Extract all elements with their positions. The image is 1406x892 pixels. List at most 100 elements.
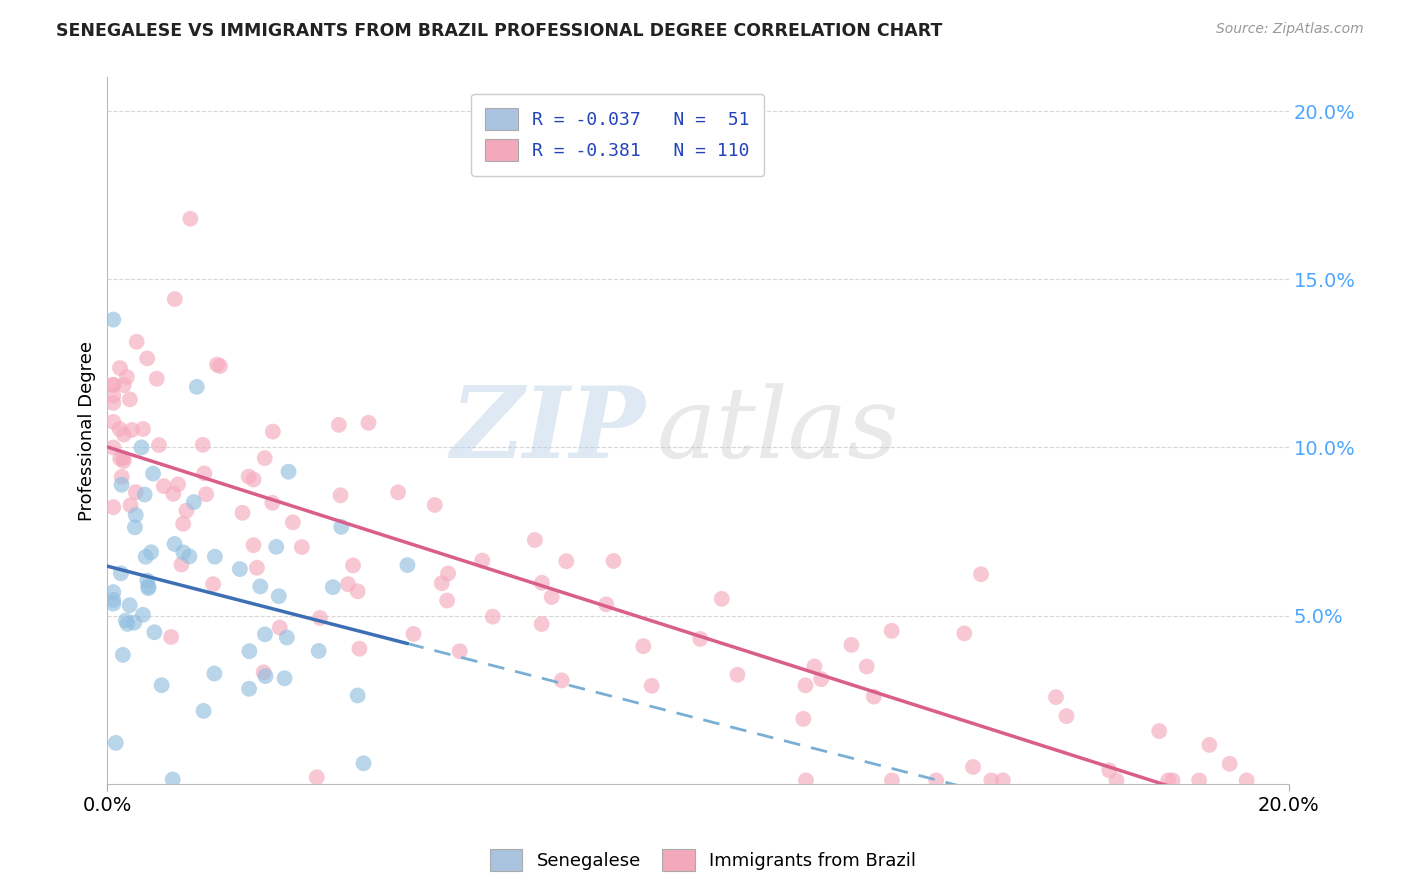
Point — [337, 577, 360, 591]
Point — [112, 454, 135, 468]
Legend: Senegalese, Immigrants from Brazil: Senegalese, Immigrants from Brazil — [482, 842, 924, 879]
Point — [402, 627, 425, 641]
Point — [172, 545, 194, 559]
Point — [540, 590, 562, 604]
Point — [204, 549, 226, 564]
Point — [160, 630, 183, 644]
Point — [252, 665, 274, 680]
Point — [191, 438, 214, 452]
Point — [117, 616, 139, 631]
Point — [437, 566, 460, 581]
Point — [342, 558, 364, 573]
Point — [803, 659, 825, 673]
Point — [953, 626, 976, 640]
Point — [253, 451, 276, 466]
Point — [103, 396, 125, 410]
Point — [145, 372, 167, 386]
Point — [1236, 773, 1258, 788]
Point — [132, 607, 155, 622]
Point — [962, 760, 984, 774]
Point — [163, 292, 186, 306]
Point — [179, 211, 201, 226]
Point — [880, 773, 903, 788]
Point — [131, 441, 153, 455]
Point — [115, 614, 138, 628]
Text: ZIP: ZIP — [450, 383, 645, 479]
Point — [309, 611, 332, 625]
Point — [555, 554, 578, 568]
Point — [136, 351, 159, 366]
Point — [1157, 773, 1180, 788]
Point — [246, 561, 269, 575]
Point — [179, 549, 201, 564]
Point — [231, 506, 253, 520]
Point — [103, 597, 125, 611]
Point — [103, 441, 125, 455]
Point — [794, 678, 817, 692]
Point — [242, 473, 264, 487]
Point — [1198, 738, 1220, 752]
Point — [641, 679, 664, 693]
Point — [132, 422, 155, 436]
Point — [103, 312, 125, 326]
Point — [204, 666, 226, 681]
Point — [436, 593, 458, 607]
Point — [970, 567, 993, 582]
Point — [103, 389, 125, 403]
Point — [602, 554, 624, 568]
Point — [112, 427, 135, 442]
Point — [925, 773, 948, 788]
Point — [208, 359, 231, 373]
Point — [108, 422, 131, 436]
Point — [172, 516, 194, 531]
Point — [349, 641, 371, 656]
Text: SENEGALESE VS IMMIGRANTS FROM BRAZIL PROFESSIONAL DEGREE CORRELATION CHART: SENEGALESE VS IMMIGRANTS FROM BRAZIL PRO… — [56, 22, 942, 40]
Point — [346, 584, 368, 599]
Point — [167, 477, 190, 491]
Point — [329, 488, 352, 502]
Point — [254, 669, 277, 683]
Point — [103, 378, 125, 392]
Point — [125, 334, 148, 349]
Point — [148, 438, 170, 452]
Point — [193, 467, 215, 481]
Point — [264, 540, 287, 554]
Point — [308, 644, 330, 658]
Point — [482, 609, 505, 624]
Point — [423, 498, 446, 512]
Point — [1219, 756, 1241, 771]
Point — [111, 470, 134, 484]
Point — [162, 487, 184, 501]
Point — [281, 516, 304, 530]
Point — [141, 545, 163, 559]
Point — [328, 417, 350, 432]
Point — [125, 508, 148, 522]
Point — [163, 537, 186, 551]
Point — [291, 540, 314, 554]
Point — [195, 487, 218, 501]
Point — [322, 580, 344, 594]
Point — [193, 704, 215, 718]
Point — [118, 598, 141, 612]
Point — [710, 591, 733, 606]
Point — [134, 487, 156, 501]
Point — [112, 451, 135, 466]
Point — [1161, 773, 1184, 788]
Point — [162, 772, 184, 787]
Point — [120, 498, 142, 512]
Point — [792, 712, 814, 726]
Point — [103, 415, 125, 429]
Point — [1188, 773, 1211, 788]
Point — [262, 496, 284, 510]
Point — [103, 585, 125, 599]
Point — [108, 451, 131, 466]
Point — [150, 678, 173, 692]
Point — [143, 625, 166, 640]
Point — [186, 380, 208, 394]
Point — [115, 370, 138, 384]
Point — [346, 689, 368, 703]
Point — [125, 485, 148, 500]
Point — [138, 580, 160, 594]
Point — [103, 377, 125, 392]
Point — [810, 672, 832, 686]
